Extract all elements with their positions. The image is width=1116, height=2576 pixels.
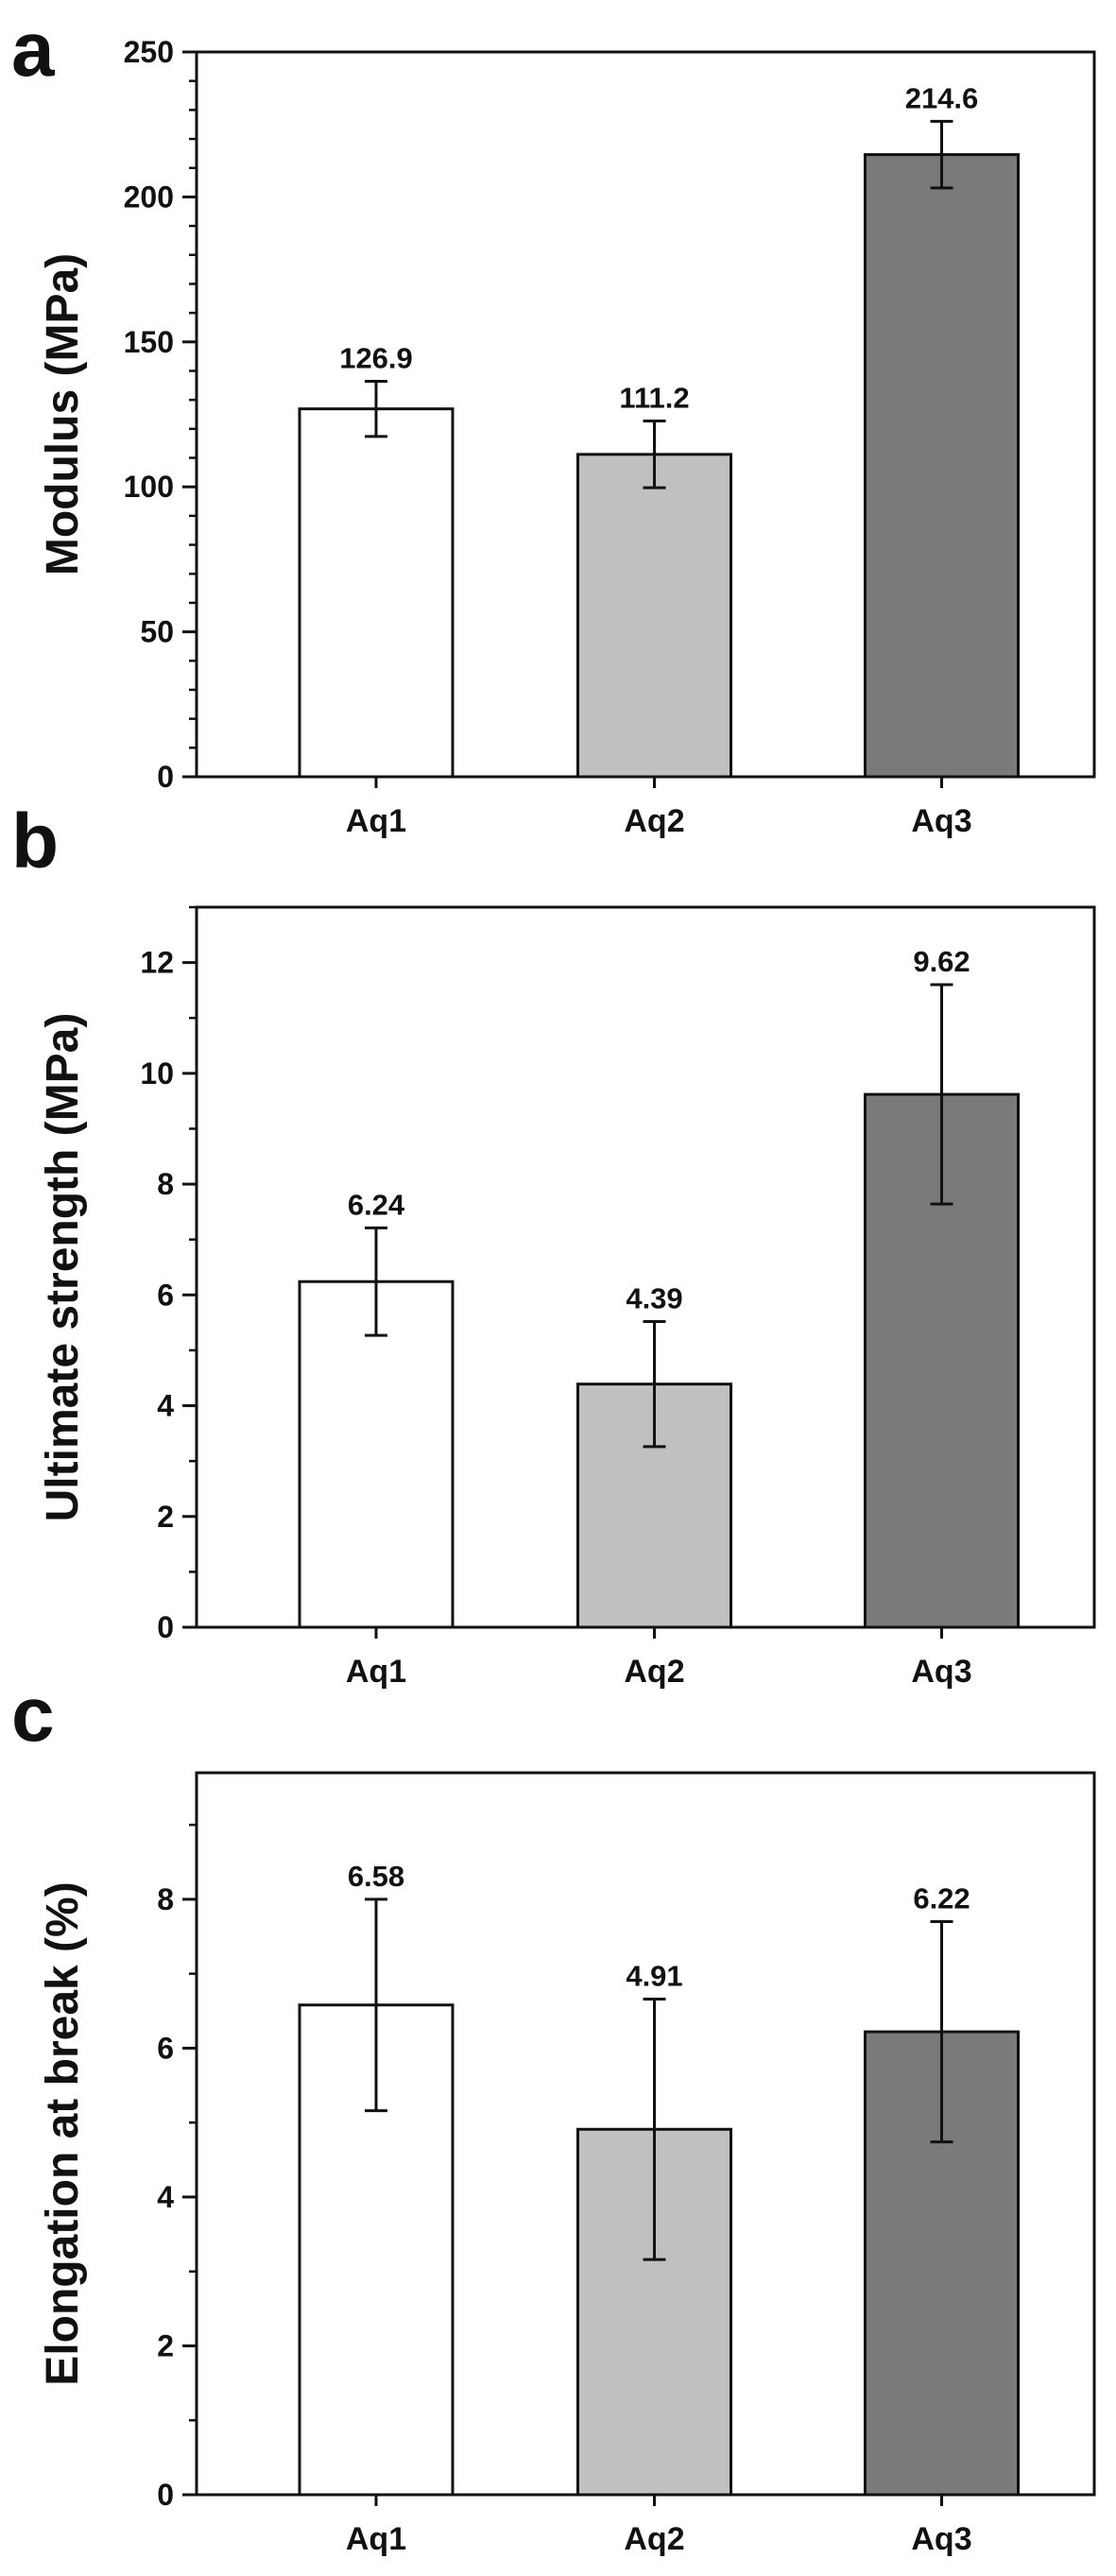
x-tick-label: Aq3 <box>911 2521 971 2557</box>
y-tick-label: 12 <box>140 946 174 980</box>
chart-panel-c: c 6.58 Aq1 4.91 Aq2 6.22 Aq3 0 2 4 6 8 Elongation at… <box>11 1672 1096 2557</box>
y-tick-label: 10 <box>140 1056 174 1091</box>
data-label: 6.58 <box>348 1860 404 1893</box>
x-tick-label: Aq3 <box>911 1654 971 1690</box>
data-label: 4.91 <box>626 1959 682 1992</box>
panel-letter: b <box>11 799 59 884</box>
plot-frame <box>195 1771 1096 2497</box>
bar-aq1 <box>298 407 455 779</box>
y-tick-label: 8 <box>157 1167 174 1201</box>
x-tick-label: Aq2 <box>624 803 684 839</box>
panel-letter: c <box>11 1672 55 1758</box>
data-label: 9.62 <box>913 945 970 978</box>
y-tick-label: 50 <box>140 615 174 649</box>
data-label: 6.24 <box>348 1188 405 1221</box>
y-tick-label: 250 <box>124 35 174 69</box>
y-tick-label: 2 <box>157 2328 174 2362</box>
x-tick-label: Aq3 <box>911 803 971 839</box>
y-tick-label: 6 <box>157 1278 174 1312</box>
y-axis-title: Elongation at break (%) <box>38 1881 88 2385</box>
y-tick-label: 0 <box>157 1610 174 1644</box>
bar-aq1 <box>298 1279 455 1629</box>
panel-letter: a <box>11 7 56 93</box>
data-label: 214.6 <box>905 81 979 114</box>
y-tick-label: 100 <box>124 470 174 504</box>
data-label: 126.9 <box>339 342 413 375</box>
chart-panel-b: b 6.24 Aq1 4.39 Aq2 9.62 Aq3 0 2 4 6 8 10 12 Ultimate … <box>11 799 1096 1690</box>
y-tick-label: 4 <box>157 1389 174 1423</box>
x-tick-label: Aq1 <box>346 1654 406 1690</box>
y-axis-title: Ultimate strength (MPa) <box>38 1013 88 1522</box>
x-tick-label: Aq1 <box>346 2521 406 2557</box>
bar-aq3 <box>864 153 1020 779</box>
y-tick-label: 6 <box>157 2031 174 2065</box>
y-tick-label: 2 <box>157 1500 174 1534</box>
x-tick-label: Aq2 <box>624 1654 684 1690</box>
data-label: 6.22 <box>913 1882 970 1915</box>
y-tick-label: 4 <box>157 2180 174 2214</box>
plot-frame <box>195 905 1096 1629</box>
y-tick-label: 0 <box>157 760 174 794</box>
data-label: 111.2 <box>619 382 689 415</box>
y-tick-label: 150 <box>124 325 174 359</box>
x-tick-label: Aq2 <box>624 2521 684 2557</box>
y-axis-title: Modulus (MPa) <box>38 253 88 575</box>
plot-frame <box>195 50 1096 779</box>
y-tick-label: 8 <box>157 1882 174 1916</box>
bar-aq2 <box>576 453 732 779</box>
x-tick-label: Aq1 <box>346 803 406 839</box>
chart-panel-a: a 126.9 Aq1 111.2 Aq2 214.6 Aq3 0 50 100 150 200 250… <box>11 7 1096 839</box>
y-tick-label: 200 <box>124 180 174 214</box>
y-tick-label: 0 <box>157 2478 174 2512</box>
data-label: 4.39 <box>626 1281 682 1314</box>
